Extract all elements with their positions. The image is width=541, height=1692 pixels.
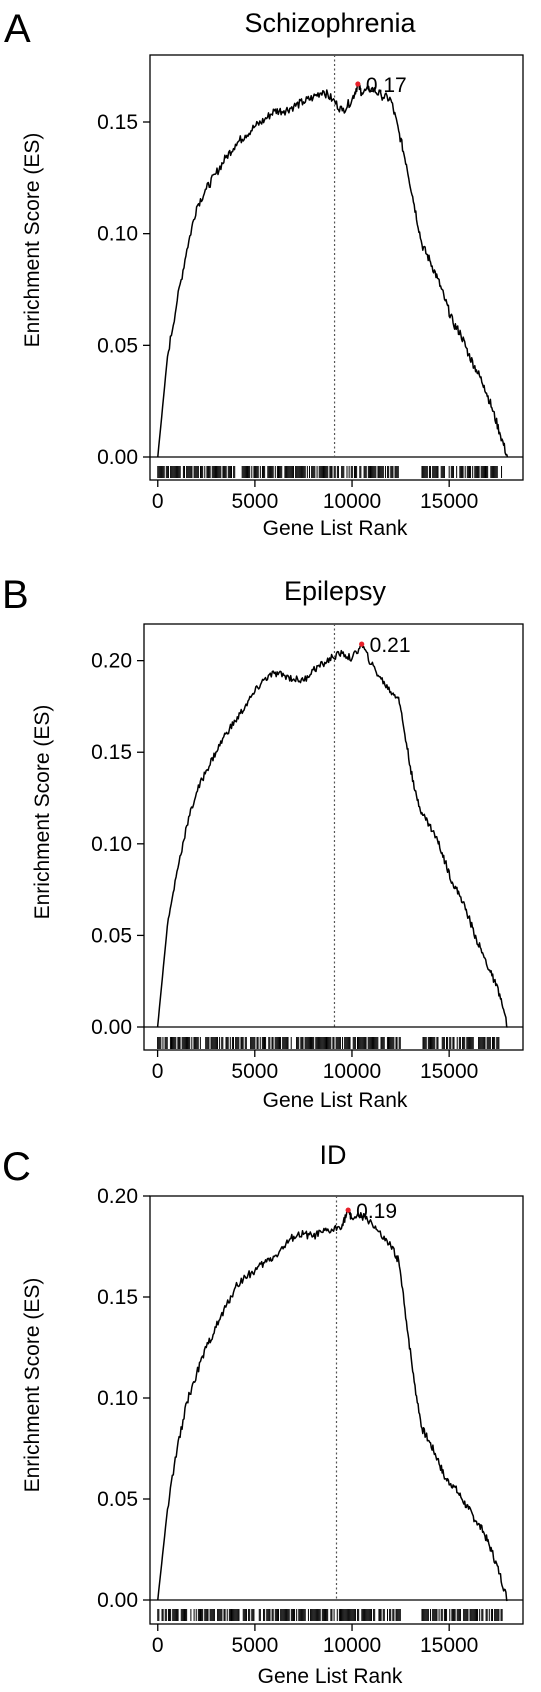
y-tick-label: 0.00: [91, 1016, 132, 1039]
x-tick-label: 10000: [323, 1060, 381, 1083]
panel-letter-a: A: [4, 7, 31, 51]
x-axis-label-b: Gene List Rank: [263, 1089, 408, 1112]
plot-b: 0.00 0.05 0.10 0.15 0.20 0 5000 10000 15000 0.21: [91, 623, 524, 1083]
x-tick-label: 10000: [323, 490, 381, 513]
panel-letter-b: B: [2, 573, 29, 617]
plot-frame: [149, 54, 524, 481]
peak-marker: [359, 641, 365, 647]
es-curve: [157, 1207, 508, 1602]
panel-title-a: Schizophrenia: [244, 8, 416, 38]
y-tick-label: 0.20: [91, 650, 132, 673]
y-tick-label: 0.05: [91, 924, 132, 947]
x-tick-label: 5000: [232, 1634, 279, 1657]
panel-title-b: Epilepsy: [284, 576, 387, 606]
y-axis-label-b: Enrichment Score (ES): [31, 705, 54, 920]
y-tick-label: 0.05: [97, 1488, 138, 1511]
x-tick-label: 10000: [323, 1634, 381, 1657]
es-curve: [156, 642, 508, 1028]
panel-a: A Schizophrenia Enrichment Score (ES) Ge…: [4, 7, 524, 540]
y-tick-label: 0.15: [97, 1286, 138, 1309]
panel-b: B Epilepsy Enrichment Score (ES) Gene Li…: [2, 573, 524, 1112]
panel-letter-c: C: [2, 1145, 31, 1189]
y-axis-label-c: Enrichment Score (ES): [21, 1278, 44, 1493]
panel-title-c: ID: [320, 1140, 347, 1170]
y-tick-label: 0.20: [97, 1185, 138, 1208]
y-tick-label: 0.10: [97, 223, 138, 246]
peak-marker: [345, 1207, 351, 1213]
y-tick-label: 0.15: [97, 111, 138, 134]
plot-frame: [143, 623, 524, 1051]
y-tick-label: 0.00: [97, 446, 138, 469]
x-tick-label: 15000: [420, 490, 478, 513]
x-tick-label: 5000: [232, 490, 279, 513]
x-tick-label: 0: [152, 1060, 164, 1083]
es-curve: [157, 81, 509, 458]
x-tick-label: 0: [152, 490, 164, 513]
peak-label: 0.17: [366, 74, 407, 97]
y-tick-label: 0.15: [91, 741, 132, 764]
x-tick-label: 15000: [420, 1634, 478, 1657]
x-tick-label: 0: [152, 1634, 164, 1657]
y-tick-label: 0.05: [97, 334, 138, 357]
plot-a: 0.00 0.05 0.10 0.15 0 5000 10000 15000 0.17: [97, 54, 524, 513]
y-tick-label: 0.10: [97, 1387, 138, 1410]
x-axis-label-c: Gene List Rank: [258, 1665, 403, 1688]
y-tick-label: 0.10: [91, 833, 132, 856]
x-axis-label-a: Gene List Rank: [263, 517, 408, 540]
y-tick-label: 0.00: [97, 1589, 138, 1612]
y-axis-label-a: Enrichment Score (ES): [21, 133, 44, 348]
panel-c: C ID Enrichment Score (ES) Gene List Ran…: [2, 1140, 524, 1688]
peak-marker: [355, 81, 361, 87]
peak-label: 0.19: [356, 1200, 397, 1223]
plot-c: 0.00 0.05 0.10 0.15 0.20 0 5000 10000 15000 0.19: [97, 1185, 524, 1657]
x-tick-label: 5000: [231, 1060, 278, 1083]
peak-label: 0.21: [370, 634, 411, 657]
x-tick-label: 15000: [420, 1060, 478, 1083]
